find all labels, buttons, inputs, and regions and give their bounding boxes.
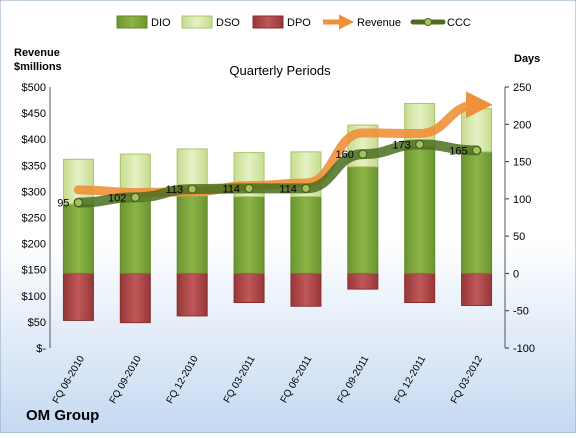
legend-swatch-dso <box>181 15 213 29</box>
ccc-point <box>244 183 254 193</box>
right-tick-label: 250 <box>513 82 531 94</box>
bar-dpo <box>347 272 379 290</box>
left-tick-label: $- <box>36 343 46 355</box>
company-name: OM Group <box>26 407 99 424</box>
right-tick-label: -100 <box>513 343 535 355</box>
ccc-data-label: 160 <box>335 149 353 161</box>
right-axis-label: Days <box>514 53 540 65</box>
right-tick-label: 50 <box>513 231 525 243</box>
left-axis-ticks: $- $50 $100 $150 $200 $250 $300 $350 $400 $450 $50… <box>22 82 51 355</box>
bar-dpo <box>176 272 208 317</box>
legend-swatch-dio <box>116 15 148 29</box>
ccc-data-label: 114 <box>223 183 241 195</box>
legend-label-dso: DSO <box>216 17 240 29</box>
ccc-data-label: 95 <box>57 198 69 210</box>
left-tick-label: $450 <box>22 108 46 120</box>
ccc-line <box>73 139 482 208</box>
left-tick-label: $50 <box>28 317 46 329</box>
legend-swatch-dpo <box>252 15 284 29</box>
bar-dpo <box>119 272 151 324</box>
ccc-data-label: 113 <box>166 184 184 196</box>
right-tick-label: 200 <box>513 119 531 131</box>
left-tick-label: $150 <box>22 265 46 277</box>
bar-dio <box>62 203 94 274</box>
right-tick-label: -50 <box>513 306 529 318</box>
bar-dio <box>404 146 436 274</box>
ccc-point <box>472 145 482 155</box>
legend-label-revenue: Revenue <box>357 17 401 29</box>
bar-dpo <box>62 272 94 321</box>
bar-dio <box>347 166 379 274</box>
right-tick-label: 0 <box>513 268 519 280</box>
bar-dio <box>290 196 322 274</box>
ccc-data-label: 102 <box>108 192 126 204</box>
legend-marker-ccc <box>424 18 432 26</box>
left-tick-label: $400 <box>22 134 46 146</box>
ccc-point <box>187 184 197 194</box>
bar-dio <box>176 195 208 274</box>
left-tick-label: $350 <box>22 160 46 172</box>
bar-dpo <box>290 272 322 307</box>
left-tick-label: $250 <box>22 213 46 225</box>
left-tick-label: $100 <box>22 291 46 303</box>
ccc-point <box>415 139 425 149</box>
ccc-point <box>301 183 311 193</box>
ccc-data-label: 165 <box>449 145 467 157</box>
left-axis-label-line2: $millions <box>14 61 62 73</box>
right-axis-ticks: -100 -50 0 50 100 150 200 250 <box>504 82 535 355</box>
ccc-series: 95 102 113 114 114 160 173 165 <box>57 139 482 210</box>
bar-dio <box>119 200 151 274</box>
chart-title: Quarterly Periods <box>229 63 331 78</box>
ccc-data-label: 173 <box>392 139 410 151</box>
right-tick-label: 100 <box>513 194 531 206</box>
ccc-data-label: 114 <box>279 183 297 195</box>
legend-label-dpo: DPO <box>287 17 311 29</box>
ccc-point <box>73 198 83 208</box>
left-tick-label: $500 <box>22 82 46 94</box>
bar-dso <box>62 158 94 205</box>
bar-dio <box>461 151 493 274</box>
left-axis-label-line1: Revenue <box>14 47 60 59</box>
ccc-point <box>130 192 140 202</box>
bar-dso <box>404 102 436 148</box>
bar-dio <box>233 196 265 274</box>
bar-dpo <box>461 272 493 306</box>
legend: DIO DSO DPO Revenue CCC <box>116 14 471 30</box>
left-tick-label: $200 <box>22 239 46 251</box>
legend-label-dio: DIO <box>151 17 171 29</box>
bar-dpo <box>233 272 265 304</box>
legend-label-ccc: CCC <box>447 17 471 29</box>
right-tick-label: 150 <box>513 157 531 169</box>
bar-dpo <box>404 272 436 304</box>
ccc-point <box>358 149 368 159</box>
left-tick-label: $300 <box>22 186 46 198</box>
